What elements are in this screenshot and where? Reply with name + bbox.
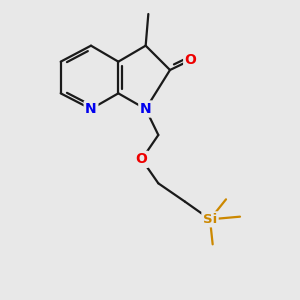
Text: Si: Si (203, 213, 217, 226)
Text: N: N (85, 102, 97, 116)
Text: N: N (140, 102, 152, 116)
Text: O: O (185, 53, 197, 67)
Text: O: O (136, 152, 148, 166)
